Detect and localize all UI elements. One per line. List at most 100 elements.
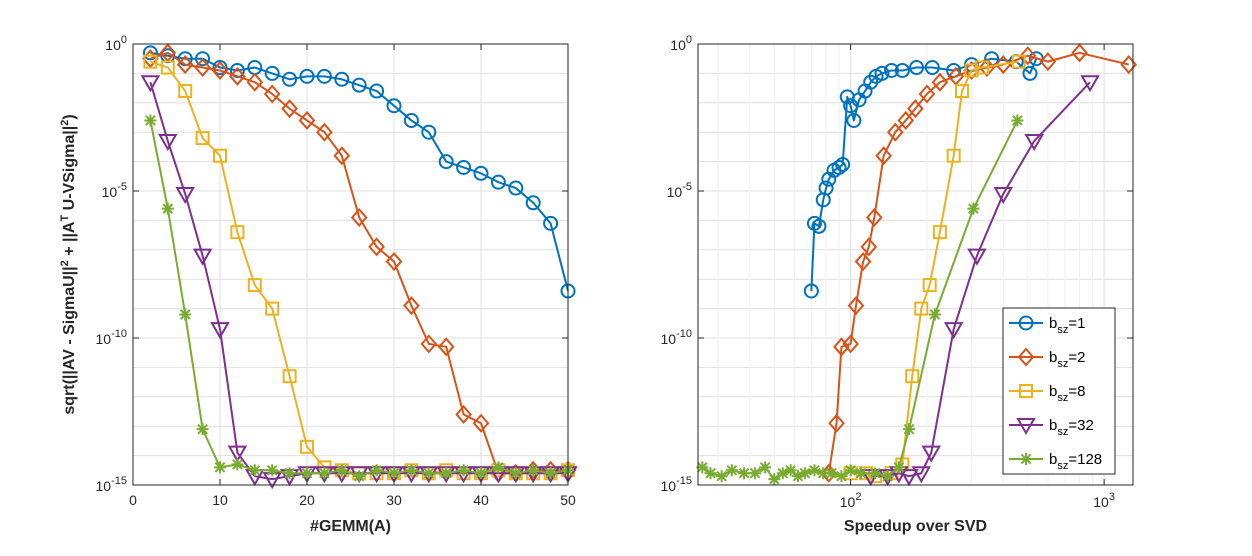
data-point [263, 84, 281, 104]
data-point [247, 278, 262, 293]
legend-marker [1018, 315, 1034, 331]
data-point [281, 99, 298, 119]
data-point [1080, 75, 1100, 93]
data-point [776, 467, 789, 480]
data-point [176, 55, 194, 75]
data-point [178, 84, 193, 99]
data-point [195, 131, 210, 146]
data-point [798, 467, 811, 480]
data-point [825, 467, 838, 480]
data-point [490, 174, 506, 190]
data-point [420, 334, 438, 354]
y-tick-label: 100 [670, 34, 692, 53]
data-point [967, 248, 987, 266]
data-point [385, 252, 403, 272]
data-point [869, 467, 882, 480]
data-point [759, 461, 772, 474]
plot-area [133, 44, 568, 485]
data-point [421, 124, 437, 140]
y-axis-label: sqrt(||AV - SigmaU||2 + ||AT U-VSigma||2… [59, 114, 78, 414]
y-tick-label: 10-10 [661, 328, 692, 347]
data-point [905, 369, 920, 384]
x-tick-label: 20 [299, 492, 315, 508]
series-5 [696, 114, 1024, 486]
data-point [160, 60, 175, 75]
data-point [924, 60, 940, 76]
data-point [1039, 52, 1057, 72]
data-point [964, 63, 979, 78]
data-point [214, 461, 226, 474]
legend: bsz=1 bsz=2 bsz=8 bsz=32 bsz=128 [1002, 307, 1116, 475]
data-point [230, 225, 245, 240]
data-point [143, 54, 158, 69]
data-point [831, 159, 847, 175]
y-tick-label: 10-15 [96, 475, 127, 494]
data-point [351, 77, 367, 93]
data-point [457, 464, 470, 477]
data-point [993, 186, 1013, 204]
data-point [886, 122, 904, 142]
data-point [334, 71, 350, 87]
data-point [855, 467, 868, 480]
data-point [854, 252, 872, 272]
data-point [422, 467, 435, 480]
data-point [1071, 43, 1088, 63]
data-point [696, 461, 709, 474]
data-point [192, 248, 213, 266]
data-point [386, 98, 402, 114]
data-point [473, 165, 489, 181]
y-tick-label: 10-15 [661, 475, 692, 494]
data-point [508, 180, 524, 196]
data-point [440, 467, 453, 480]
axes-box [697, 43, 1134, 486]
data-point [833, 337, 850, 357]
data-point [196, 423, 209, 436]
data-point [847, 296, 865, 316]
data-point [300, 439, 314, 454]
data-point [844, 464, 857, 477]
data-point [175, 186, 195, 204]
data-point [405, 464, 418, 477]
data-point [1024, 134, 1044, 152]
data-point [1011, 114, 1024, 127]
legend-label: bsz=128 [1049, 451, 1102, 472]
data-point [299, 68, 315, 84]
data-point [835, 470, 848, 483]
data-point [229, 66, 246, 86]
data-point [808, 464, 821, 477]
right-chart: 10-15 10-10 10-5 100 102 103 Speedup over SVD b… [661, 34, 1138, 535]
data-point [842, 334, 859, 354]
x-axis-label: #GEMM(A) [310, 518, 391, 535]
data-point [903, 423, 916, 436]
data-point [210, 322, 230, 340]
data-point [818, 180, 834, 196]
legend-marker [1017, 347, 1035, 367]
data-point [894, 62, 910, 78]
y-tick-label: 100 [105, 34, 127, 53]
data-point [994, 55, 1012, 75]
data-point [335, 464, 348, 477]
y-tick-label: 10-5 [102, 181, 127, 200]
data-point [142, 45, 158, 61]
legend-item: bsz=8 [1009, 383, 1085, 404]
data-point [369, 83, 385, 99]
data-point [544, 467, 557, 480]
left-chart: 10-15 10-10 10-5 100 0 10 20 30 40 50 #GEMM(A) sqrt… [59, 34, 578, 535]
legend-item: bsz=32 [1009, 417, 1094, 438]
data-point [248, 464, 261, 477]
x-axis-label: Speedup over SVD [844, 518, 987, 535]
x-tick-label: 103 [1093, 491, 1115, 510]
data-point [874, 65, 890, 81]
data-point [967, 202, 980, 215]
data-point [318, 467, 331, 480]
data-point [846, 112, 862, 128]
data-point [918, 84, 936, 104]
data-point [298, 110, 316, 130]
data-point [704, 467, 717, 480]
data-point [353, 470, 366, 483]
data-point [403, 112, 419, 128]
data-point [211, 60, 229, 80]
x-tick-label: 0 [129, 492, 137, 508]
data-point [909, 60, 925, 76]
data-point [860, 237, 878, 257]
